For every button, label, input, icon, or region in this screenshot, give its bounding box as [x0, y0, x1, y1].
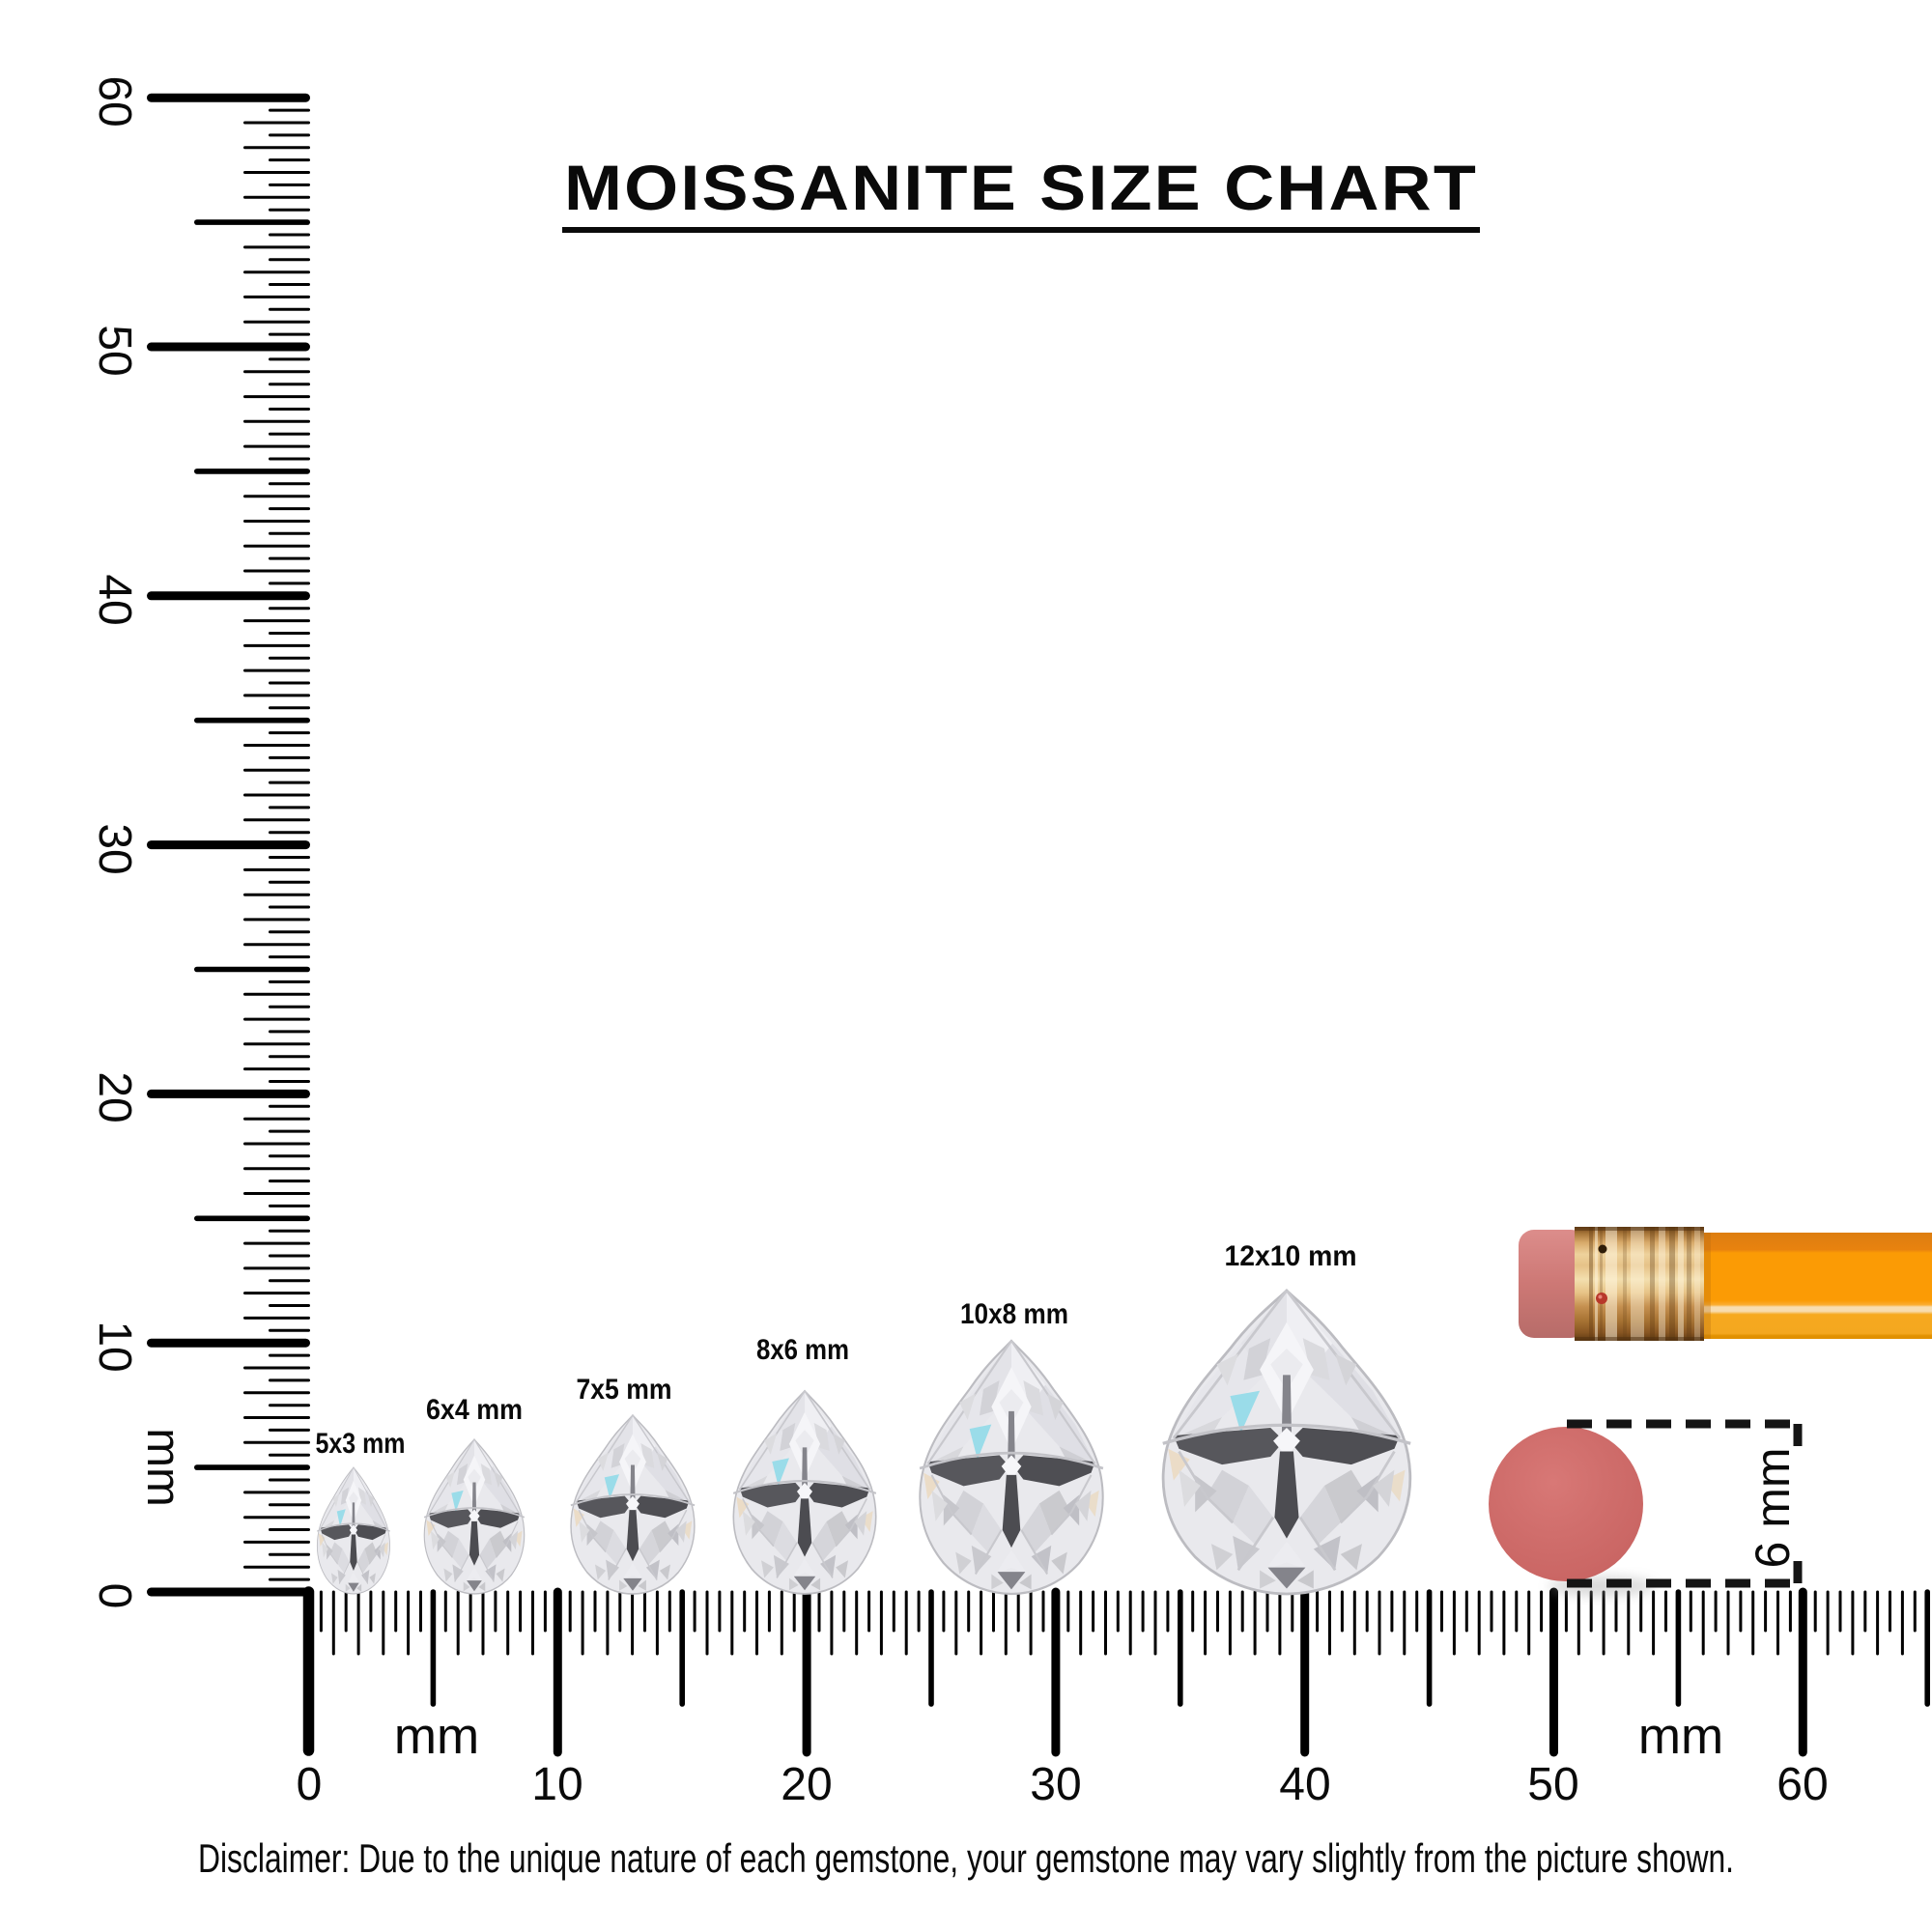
svg-text:30: 30: [1030, 1759, 1081, 1810]
svg-text:10: 10: [89, 1321, 140, 1372]
svg-text:0: 0: [297, 1759, 323, 1810]
svg-text:50: 50: [89, 325, 140, 376]
svg-text:60: 60: [89, 75, 140, 127]
svg-text:Disclaimer: Due to the unique: Disclaimer: Due to the unique nature of …: [198, 1835, 1734, 1881]
svg-text:6 mm: 6 mm: [1746, 1448, 1800, 1569]
svg-text:12x10 mm: 12x10 mm: [1225, 1240, 1357, 1272]
svg-text:20: 20: [89, 1071, 140, 1122]
svg-text:5x3 mm: 5x3 mm: [316, 1428, 406, 1460]
svg-text:7x5 mm: 7x5 mm: [577, 1374, 672, 1406]
svg-text:60: 60: [1776, 1759, 1828, 1810]
svg-text:0: 0: [89, 1583, 140, 1609]
svg-text:mm: mm: [394, 1708, 479, 1765]
svg-text:8x6 mm: 8x6 mm: [756, 1334, 849, 1366]
svg-text:6x4 mm: 6x4 mm: [426, 1394, 523, 1426]
svg-text:10: 10: [531, 1759, 582, 1810]
svg-text:20: 20: [781, 1759, 832, 1810]
svg-text:mm: mm: [137, 1428, 189, 1507]
svg-text:30: 30: [89, 823, 140, 874]
svg-text:50: 50: [1527, 1759, 1578, 1810]
svg-text:40: 40: [89, 574, 140, 625]
svg-text:MOISSANITE SIZE CHART: MOISSANITE SIZE CHART: [564, 152, 1478, 223]
svg-text:10x8 mm: 10x8 mm: [960, 1298, 1068, 1330]
svg-text:mm: mm: [1638, 1708, 1723, 1765]
svg-text:40: 40: [1279, 1759, 1330, 1810]
